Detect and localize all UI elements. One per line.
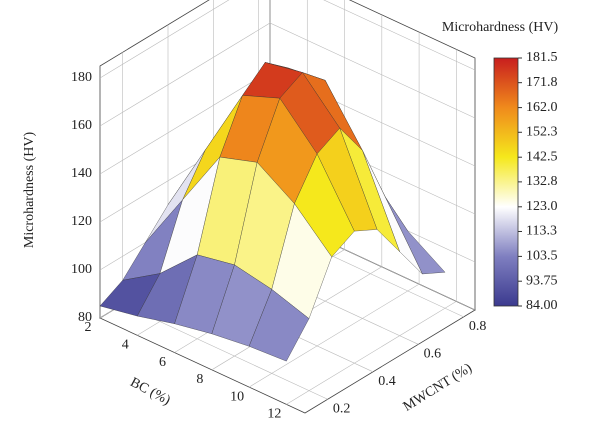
surface-patch — [248, 288, 310, 362]
x-axis-label: BC (%) — [128, 375, 173, 409]
colorbar — [493, 57, 519, 307]
z-tick-label: 120 — [71, 214, 92, 229]
colorbar-title: Microhardness (HV) — [442, 20, 559, 35]
y-tick-label: 0.6 — [424, 347, 442, 362]
z-tick-label: 100 — [71, 262, 92, 277]
colorbar-tick-label: 84.00 — [526, 298, 558, 313]
y-axis-label: MWCNT (%) — [401, 361, 475, 415]
colorbar-tick-label: 181.5 — [526, 50, 558, 65]
x-tick-label: 2 — [85, 320, 92, 335]
x-tick-label: 12 — [267, 407, 281, 422]
x-tick-label: 10 — [230, 389, 244, 404]
x-tick-label: 4 — [122, 337, 129, 352]
grid-line — [248, 32, 420, 388]
colorbar-tick-label: 142.5 — [526, 149, 558, 164]
x-tick-label: 8 — [196, 372, 203, 387]
colorbar-tick-label: 162.0 — [526, 100, 558, 115]
y-tick-label: 0.2 — [333, 401, 351, 416]
colorbar-tick-label: 123.0 — [526, 199, 558, 214]
y-tick-label: 0.8 — [469, 319, 487, 334]
colorbar-tick-label: 103.5 — [526, 249, 558, 264]
z-tick-label: 140 — [71, 166, 92, 181]
colorbar-tick-label: 152.3 — [526, 124, 558, 139]
z-tick-label: 180 — [71, 70, 92, 85]
grid-line — [286, 49, 457, 405]
colorbar-tick-label: 113.3 — [526, 224, 557, 239]
z-tick-label: 160 — [71, 118, 92, 133]
y-tick-label: 0.4 — [378, 374, 396, 389]
z-tick-label: 80 — [78, 310, 92, 325]
x-tick-label: 6 — [159, 355, 166, 370]
z-axis-label: Microhardness (HV) — [22, 132, 37, 249]
colorbar-tick-label: 93.75 — [526, 273, 558, 288]
colorbar-tick-label: 171.8 — [526, 75, 558, 90]
colorbar-tick-label: 132.8 — [526, 174, 558, 189]
grid-line — [99, 0, 476, 79]
